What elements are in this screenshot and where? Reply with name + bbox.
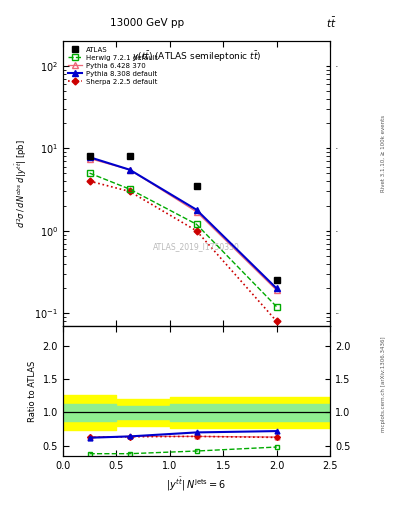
Legend: ATLAS, Herwig 7.2.1 default, Pythia 6.428 370, Pythia 8.308 default, Sherpa 2.2.: ATLAS, Herwig 7.2.1 default, Pythia 6.42… [66, 45, 160, 87]
Y-axis label: $d^2\sigma\,/\,dN^{obs}\,d\,|y^{t\bar{t}}|$ [pb]: $d^2\sigma\,/\,dN^{obs}\,d\,|y^{t\bar{t}… [13, 139, 29, 228]
X-axis label: $|y^{t\bar{t}}|\,N^{\mathrm{jets}}=6$: $|y^{t\bar{t}}|\,N^{\mathrm{jets}}=6$ [166, 476, 227, 494]
Text: $t\bar{t}$: $t\bar{t}$ [325, 16, 336, 30]
Text: mcplots.cern.ch [arXiv:1306.3436]: mcplots.cern.ch [arXiv:1306.3436] [381, 336, 386, 432]
Y-axis label: Ratio to ATLAS: Ratio to ATLAS [28, 360, 37, 421]
Text: 13000 GeV pp: 13000 GeV pp [110, 18, 184, 28]
Text: $y(t\bar{t})$ (ATLAS semileptonic $t\bar{t}$): $y(t\bar{t})$ (ATLAS semileptonic $t\bar… [132, 50, 261, 65]
Text: ATLAS_2019_I1750330: ATLAS_2019_I1750330 [153, 242, 240, 251]
Text: Rivet 3.1.10, ≥ 100k events: Rivet 3.1.10, ≥ 100k events [381, 115, 386, 192]
